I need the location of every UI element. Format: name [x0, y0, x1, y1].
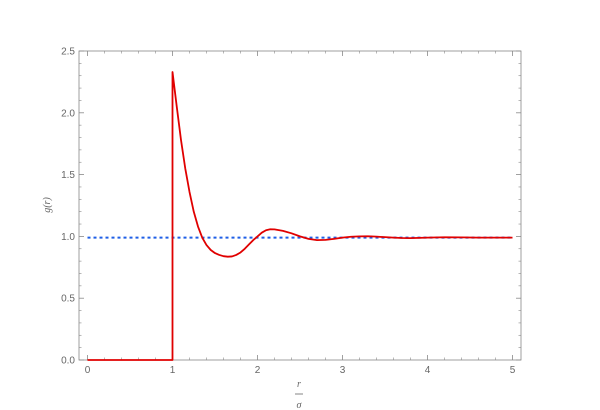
series-layer — [87, 71, 513, 361]
x-axis-label-numerator: r — [297, 379, 301, 390]
plot-frame — [78, 50, 522, 361]
x-tick-label: 4 — [425, 365, 431, 376]
y-tick-label: 0.0 — [61, 356, 75, 367]
y-tick-label: 2.0 — [61, 108, 75, 119]
y-tick-label: 1.0 — [61, 232, 75, 243]
x-tick-label: 0 — [85, 365, 91, 376]
tick-marks — [79, 50, 521, 361]
tick-labels: 0 1 2 3 4 5 0.0 0.5 1.0 1.5 2.0 2.5 — [61, 47, 516, 377]
rdf-curve — [87, 71, 513, 361]
x-tick-label: 2 — [255, 365, 261, 376]
x-tick-label: 1 — [170, 365, 176, 376]
y-tick-label: 0.5 — [61, 294, 75, 305]
x-axis-label-denominator: σ — [297, 400, 303, 410]
y-tick-label: 2.5 — [61, 47, 75, 58]
x-tick-label: 5 — [510, 365, 516, 376]
y-tick-label: 1.5 — [61, 170, 75, 181]
y-axis-label: g(r) — [42, 197, 53, 213]
x-tick-label: 3 — [340, 365, 346, 376]
